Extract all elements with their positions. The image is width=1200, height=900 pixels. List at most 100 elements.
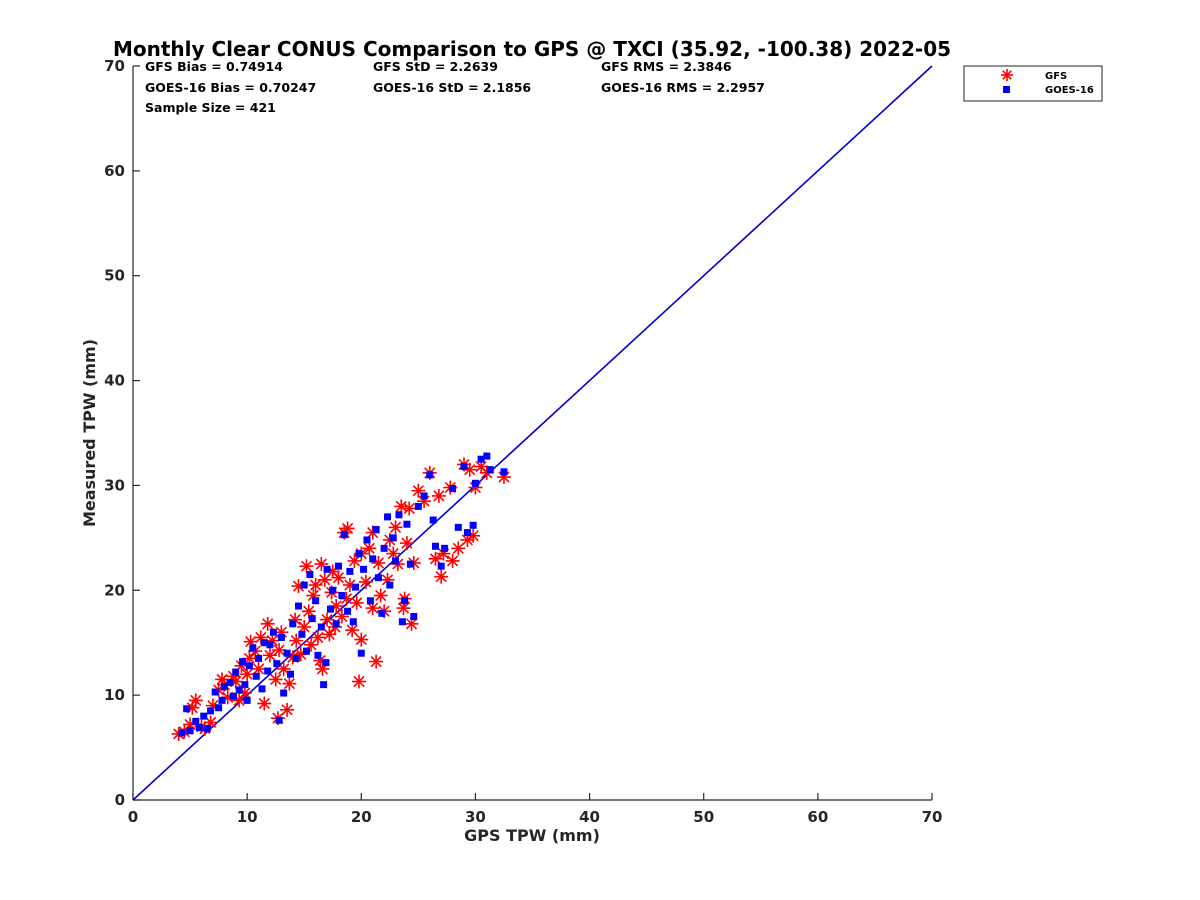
goes-16-point bbox=[295, 602, 303, 610]
goes-16-point bbox=[500, 468, 508, 476]
goes-16-point bbox=[264, 667, 272, 675]
goes-16-point bbox=[398, 618, 406, 626]
goes-16-point bbox=[302, 647, 310, 655]
goes-16-point bbox=[454, 523, 462, 531]
gfs-point bbox=[411, 483, 426, 498]
goes-16-point bbox=[241, 681, 249, 689]
gfs-point bbox=[402, 501, 417, 516]
goes-16-point bbox=[363, 536, 371, 544]
gfs-point bbox=[345, 623, 360, 638]
goes-16-point bbox=[255, 654, 263, 662]
one-to-one-line bbox=[132, 65, 933, 801]
goes-16-point bbox=[235, 686, 243, 694]
goes-16-point bbox=[178, 729, 186, 737]
axes bbox=[132, 66, 932, 801]
gfs-point bbox=[445, 553, 460, 568]
goes-16-point bbox=[320, 681, 328, 689]
legend-gfs-asterisk bbox=[1001, 69, 1013, 81]
goes-16-point bbox=[283, 649, 291, 657]
goes-16-point bbox=[431, 542, 439, 550]
goes-16-point bbox=[220, 683, 228, 691]
goes-16-point bbox=[252, 672, 260, 680]
goes-16-point bbox=[389, 534, 397, 542]
y-tick-label: 40 bbox=[104, 372, 125, 390]
goes-16-point bbox=[287, 670, 295, 678]
goes-16-point bbox=[269, 628, 277, 636]
gfs-point bbox=[251, 661, 266, 676]
goes-16-point bbox=[483, 452, 491, 460]
goes-16-point bbox=[280, 689, 288, 697]
goes-16-point bbox=[403, 520, 411, 528]
goes-16-point bbox=[323, 565, 331, 573]
goes-16-point bbox=[329, 586, 337, 594]
goes-16-point bbox=[332, 620, 340, 628]
stat-goes-bias: GOES-16 Bias = 0.70247 bbox=[145, 80, 316, 95]
y-tick-label: 20 bbox=[104, 581, 125, 599]
y-tick-label: 0 bbox=[115, 791, 125, 809]
goes-16-point bbox=[449, 485, 457, 493]
goes-16-point bbox=[243, 696, 251, 704]
chart-title: Monthly Clear CONUS Comparison to GPS @ … bbox=[113, 37, 951, 61]
statistics-block: GFS Bias = 0.74914 GFS StD = 2.2639 GFS … bbox=[145, 59, 765, 115]
goes-16-point bbox=[392, 557, 400, 565]
y-tick-label: 10 bbox=[104, 686, 125, 704]
legend-goes-marker bbox=[1003, 86, 1010, 93]
legend: GFS GOES-16 bbox=[963, 65, 1103, 102]
x-tick-label: 10 bbox=[237, 808, 258, 826]
goes-16-point bbox=[266, 641, 274, 649]
gfs-point bbox=[240, 667, 255, 682]
y-tick-label: 30 bbox=[104, 476, 125, 494]
goes-16-point bbox=[429, 516, 437, 524]
stat-gfs-rms: GFS RMS = 2.3846 bbox=[601, 59, 732, 74]
goes-16-point bbox=[218, 696, 226, 704]
stat-gfs-std: GFS StD = 2.2639 bbox=[373, 59, 498, 74]
goes-16-point bbox=[352, 583, 360, 591]
gfs-point bbox=[431, 488, 446, 503]
gfs-point bbox=[451, 541, 466, 556]
goes-16-point bbox=[308, 615, 316, 623]
goes-16-point bbox=[211, 688, 219, 696]
goes-16-point bbox=[357, 649, 365, 657]
goes-16-point bbox=[414, 502, 422, 510]
goes-16-point bbox=[460, 463, 468, 471]
goes-16-point bbox=[312, 597, 320, 605]
goes-16-point bbox=[300, 581, 308, 589]
goes-16-point bbox=[277, 633, 285, 641]
goes-16-point bbox=[355, 550, 363, 558]
gfs-point bbox=[260, 616, 275, 631]
goes-16-point bbox=[186, 727, 194, 735]
legend-goes-label: GOES-16 bbox=[1045, 85, 1094, 96]
goes-16-point bbox=[260, 639, 268, 647]
goes-16-point bbox=[317, 623, 325, 631]
gfs-point bbox=[404, 616, 419, 631]
gfs-point bbox=[349, 595, 364, 610]
gfs-point bbox=[373, 588, 388, 603]
goes-16-point bbox=[338, 592, 346, 600]
goes-16-point bbox=[344, 607, 352, 615]
gfs-point bbox=[394, 499, 409, 514]
gfs-point bbox=[282, 676, 297, 691]
stat-goes-std: GOES-16 StD = 2.1856 bbox=[373, 80, 531, 95]
gfs-point bbox=[369, 654, 384, 669]
goes-16-point bbox=[349, 618, 357, 626]
y-tick-label: 50 bbox=[104, 267, 125, 285]
x-tick-label: 20 bbox=[351, 808, 372, 826]
gfs-point bbox=[299, 559, 314, 574]
gfs-point bbox=[257, 696, 272, 711]
gfs-point bbox=[322, 627, 337, 642]
x-tick-label: 70 bbox=[922, 808, 943, 826]
goes-16-point bbox=[469, 521, 477, 529]
goes-16-point bbox=[395, 511, 403, 519]
x-tick-label: 40 bbox=[579, 808, 600, 826]
gfs-point bbox=[268, 672, 283, 687]
goes-16-point bbox=[406, 560, 414, 568]
goes-16-point bbox=[239, 658, 247, 666]
y-ticks: 0 10 20 30 40 50 60 70 bbox=[104, 57, 140, 809]
goes-16-point bbox=[249, 644, 257, 652]
gfs-point bbox=[188, 693, 203, 708]
goes-16-point bbox=[437, 562, 445, 570]
goes-16-point bbox=[203, 725, 211, 733]
gfs-point bbox=[358, 574, 373, 589]
goes-16-point bbox=[326, 605, 334, 613]
